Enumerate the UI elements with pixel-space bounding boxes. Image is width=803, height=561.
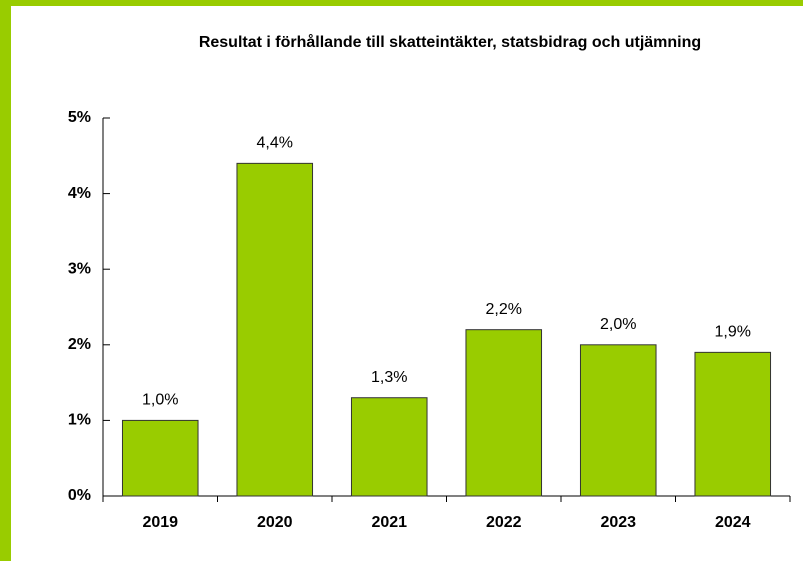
value-label: 1,0% xyxy=(142,392,178,409)
value-label: 1,9% xyxy=(715,324,751,341)
x-tick-label: 2022 xyxy=(486,514,522,531)
bar xyxy=(465,329,543,497)
y-tick-label: 2% xyxy=(68,336,91,353)
x-tick-label: 2021 xyxy=(371,514,407,531)
x-tick-label: 2024 xyxy=(715,514,751,531)
y-tick-label: 0% xyxy=(68,487,91,504)
value-label: 1,3% xyxy=(371,369,407,386)
x-tick-label: 2019 xyxy=(142,514,178,531)
bar xyxy=(236,162,314,497)
y-tick-label: 3% xyxy=(68,260,91,277)
chart-title: Resultat i förhållande till skatteintäkt… xyxy=(198,34,702,51)
bar xyxy=(694,351,772,497)
frame-top xyxy=(0,0,803,6)
x-tick-label: 2023 xyxy=(600,514,636,531)
bar xyxy=(350,397,428,497)
frame-left xyxy=(0,0,11,561)
y-tick-label: 5% xyxy=(68,109,91,126)
y-tick-label: 1% xyxy=(68,412,91,429)
x-tick-label: 2020 xyxy=(257,514,293,531)
value-label: 4,4% xyxy=(257,135,293,152)
bar xyxy=(121,419,199,497)
value-label: 2,0% xyxy=(600,316,636,333)
bar xyxy=(579,344,657,497)
y-tick-label: 4% xyxy=(68,185,91,202)
value-label: 2,2% xyxy=(486,301,522,318)
